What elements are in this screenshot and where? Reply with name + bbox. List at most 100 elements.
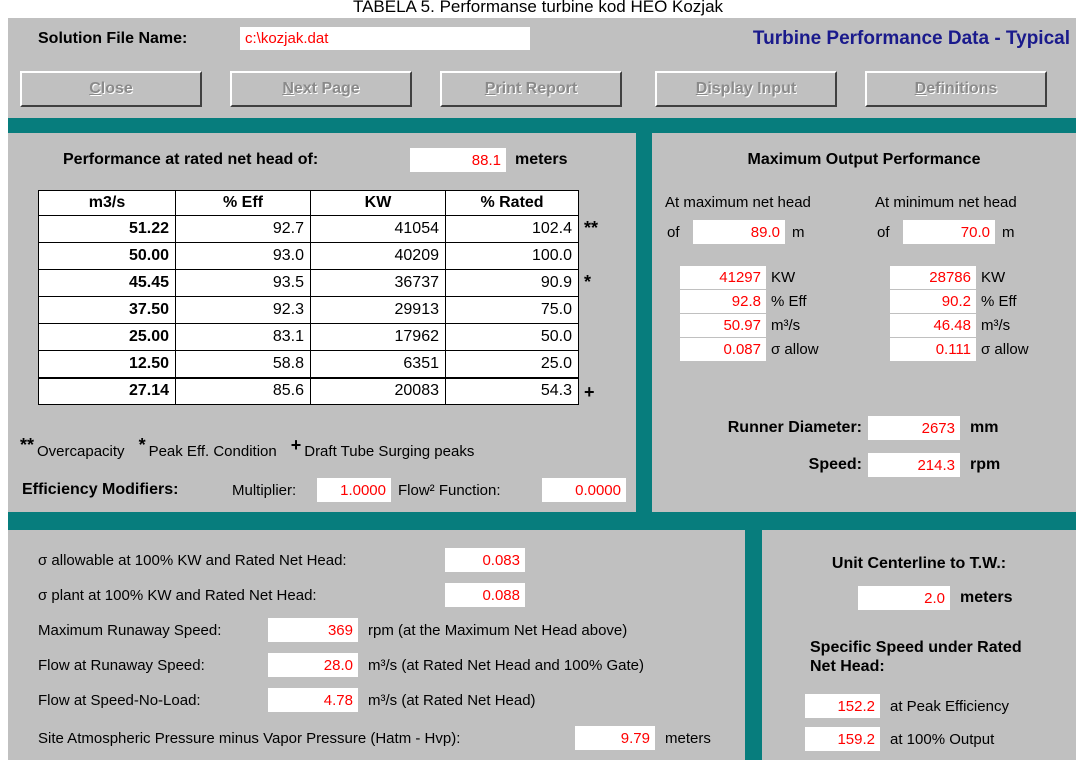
table-cell: 54.3 <box>445 376 579 405</box>
table-cell: 45.45 <box>38 269 176 297</box>
site-label: σ plant at 100% KW and Rated Net Head: <box>38 586 317 604</box>
site-label: Flow at Speed-No-Load: <box>38 691 201 709</box>
table-cell: 25.0 <box>445 350 579 378</box>
header-row: m3/s% Eff KW% Rated <box>38 190 579 216</box>
file-name[interactable]: c:\kozjak.dat <box>240 27 530 50</box>
legend: ** Overcapacity * Peak Eff. Condition + Draft… <box>20 434 488 464</box>
row-mark: * <box>584 272 592 292</box>
site-value[interactable]: 28.0 <box>268 653 358 677</box>
site-label: Flow at Runaway Speed: <box>38 656 205 674</box>
output-value[interactable]: 28786 <box>890 266 976 289</box>
site-value[interactable]: 369 <box>268 618 358 642</box>
output-unit: σ allow <box>771 341 819 358</box>
output-value[interactable]: 50.97 <box>680 314 766 337</box>
legend-symbol: * <box>138 434 146 455</box>
table-row: 37.50 92.3 29913 75.0 <box>38 296 579 324</box>
rated-head-unit: meters <box>515 151 568 168</box>
separator <box>636 133 652 512</box>
output-value[interactable]: 41297 <box>680 266 766 289</box>
table-row: 27.14 85.6 20083 54.3 <box>38 376 579 405</box>
tailwater-panel <box>762 530 1076 760</box>
specific-label: Specific Speed under Rated Net Head: <box>810 639 1022 675</box>
output-unit: m³/s <box>771 317 801 334</box>
output-value[interactable]: 90.2 <box>890 290 976 313</box>
button[interactable]: Definitions <box>865 71 1047 107</box>
rated-head[interactable]: 88.1 <box>410 148 506 172</box>
tailwater-value[interactable]: 2.0 <box>858 586 950 610</box>
output-unit: % Eff <box>771 293 807 310</box>
tailwater-label: Unit Centerline to T.W.: <box>831 555 1007 572</box>
table-cell: 17962 <box>310 323 446 351</box>
button-label: Display Input <box>695 80 797 97</box>
table-cell: 36737 <box>310 269 446 297</box>
multiplier-label: Multiplier: <box>232 481 297 499</box>
site-value[interactable]: 0.083 <box>445 548 525 572</box>
tailwater-unit: meters <box>960 589 1013 606</box>
table-cell: 93.0 <box>175 242 311 270</box>
site-unit: m³/s (at Rated Net Head and 100% Gate) <box>368 656 644 674</box>
site-value[interactable]: 0.088 <box>445 583 525 607</box>
diameter-unit: mm <box>970 419 999 436</box>
function[interactable]: 0.0000 <box>542 478 626 502</box>
specific-value[interactable]: 152.2 <box>805 694 880 718</box>
table-cell: 92.3 <box>175 296 311 324</box>
diameter[interactable]: 2673 <box>868 416 960 440</box>
table-row: 12.50 58.8 6351 25.0 <box>38 350 579 378</box>
row-mark: ** <box>584 218 599 238</box>
output-value[interactable]: 0.111 <box>890 338 976 361</box>
modifiers-label: Efficiency Modifiers: <box>22 481 179 498</box>
table-row: 50.00 93.0 40209 100.0 <box>38 242 579 270</box>
output-unit: m³/s <box>981 317 1011 334</box>
speed-label: Speed: <box>808 456 862 473</box>
site-value[interactable]: 9.79 <box>575 726 655 750</box>
head[interactable]: 70.0 <box>903 220 995 244</box>
site-unit: rpm (at the Maximum Net Head above) <box>368 621 628 639</box>
table-cell: 12.50 <box>38 350 176 378</box>
table-row: 25.00 83.1 17962 50.0 <box>38 323 579 351</box>
table-cell: 92.7 <box>175 215 311 243</box>
legend-symbol: + <box>290 434 302 455</box>
site-value[interactable]: 4.78 <box>268 688 358 712</box>
table-cell: 85.6 <box>175 376 311 405</box>
diameter-label: Runner Diameter: <box>727 419 862 436</box>
table-cell: 40209 <box>310 242 446 270</box>
button[interactable]: Display Input <box>655 71 837 107</box>
button[interactable]: Next Page <box>230 71 412 107</box>
table-cell: 93.5 <box>175 269 311 297</box>
separator <box>8 512 1076 530</box>
of-label: of <box>667 223 680 241</box>
head[interactable]: 89.0 <box>693 220 785 244</box>
performance-label: Performance at rated net head of: <box>63 151 319 168</box>
multiplier[interactable]: 1.0000 <box>317 478 391 502</box>
function-label: Flow² Function: <box>398 481 501 499</box>
legend-symbol: ** <box>20 434 35 455</box>
table-cell: 90.9 <box>445 269 579 297</box>
title: Turbine Performance Data - Typical <box>752 28 1070 49</box>
file-label: Solution File Name: <box>38 30 188 47</box>
table-cell: 20083 <box>310 376 446 405</box>
table-cell: 25.00 <box>38 323 176 351</box>
head-unit: m <box>792 223 805 241</box>
output-value[interactable]: 0.087 <box>680 338 766 361</box>
legend-text: Peak Eff. Condition <box>148 442 277 460</box>
button-label: Close <box>89 80 133 97</box>
output-value[interactable]: 92.8 <box>680 290 766 313</box>
table-row: 45.45 93.5 36737 90.9 <box>38 269 579 297</box>
specific-text: at Peak Efficiency <box>890 697 1009 715</box>
speed[interactable]: 214.3 <box>868 453 960 477</box>
button[interactable]: Print Report <box>440 71 622 107</box>
specific-value[interactable]: 159.2 <box>805 727 880 751</box>
button[interactable]: Close <box>20 71 202 107</box>
output-unit: % Eff <box>981 293 1017 310</box>
button-label: Print Report <box>484 80 578 97</box>
column-header: KW <box>310 190 446 216</box>
output-value[interactable]: 46.48 <box>890 314 976 337</box>
site-label: Site Atmospheric Pressure minus Vapor Pr… <box>38 729 461 747</box>
separator <box>745 530 762 760</box>
caption: TABELA 5. Performanse turbine kod HEO Ko… <box>352 0 724 16</box>
separator <box>8 118 1076 133</box>
output-unit: KW <box>771 269 796 286</box>
table-row: 51.22 92.7 41054 102.4 <box>38 215 579 243</box>
output-unit: KW <box>981 269 1006 286</box>
